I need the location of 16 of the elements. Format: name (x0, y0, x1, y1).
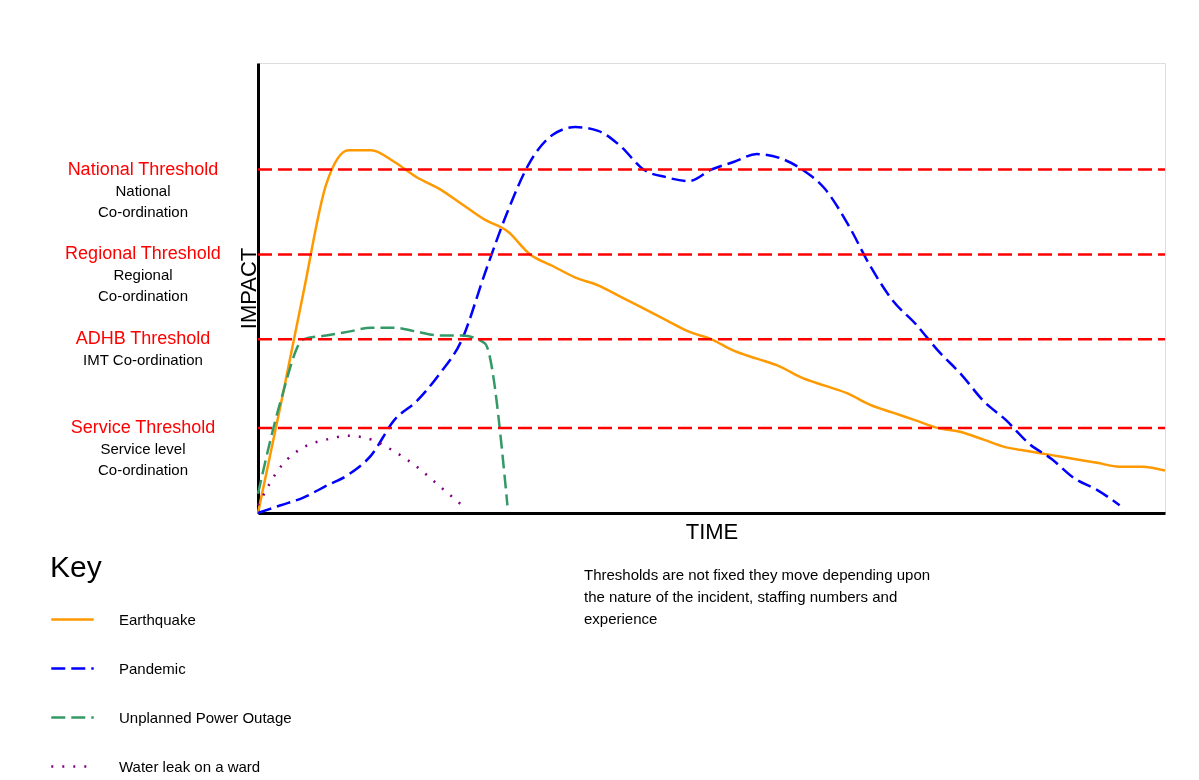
legend-title: Key (50, 550, 102, 583)
legend-label: Pandemic (119, 659, 187, 677)
text: IMT Co-ordination (83, 351, 203, 369)
x-axis-title: TIME (685, 518, 739, 544)
ref-line-label: Service Threshold (70, 417, 216, 438)
legend-label: Earthquake (119, 610, 196, 628)
legend-label: Unplanned Power Outage (119, 708, 292, 726)
y-axis-title: IMPACT (235, 247, 261, 330)
text: Thresholds are not fixed they move depending upon the nature of the incident, staffing numbers and experience (584, 566, 931, 627)
ref-line-label: National Threshold (67, 158, 219, 179)
legend-label: Water leak on a ward (119, 757, 261, 775)
text: Service level Co-ordination (97, 440, 189, 479)
text: National Co-ordination (97, 181, 189, 220)
ref-line-label: Regional Threshold (65, 243, 221, 264)
text: Regional Co-ordination (97, 266, 189, 305)
ref-line-label: ADHB Threshold (75, 328, 211, 349)
